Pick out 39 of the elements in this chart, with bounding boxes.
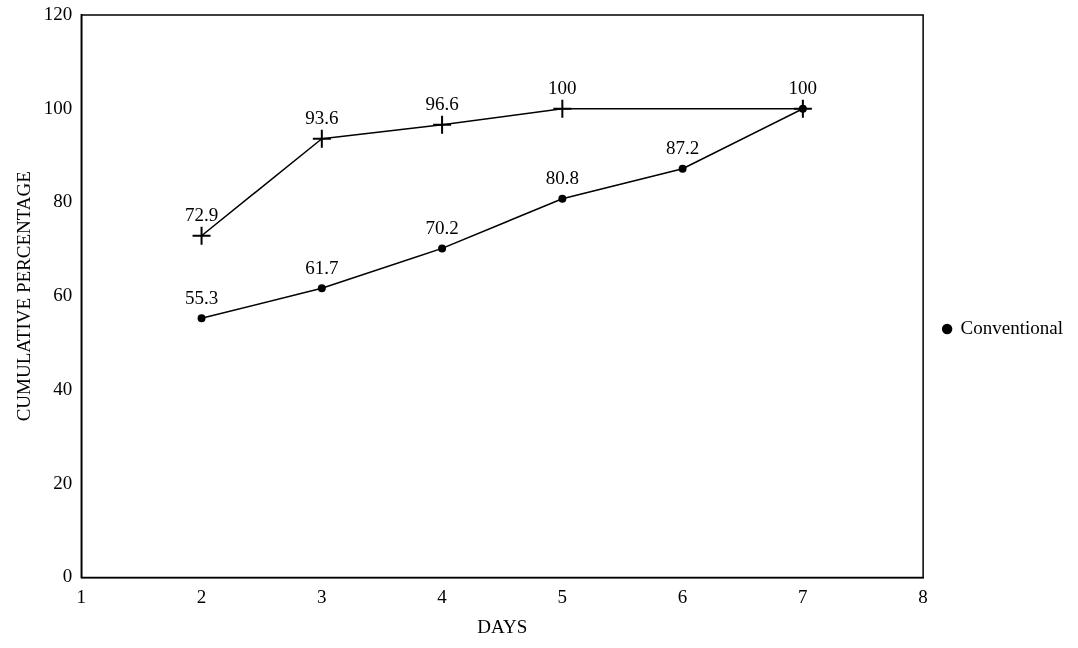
y-tick-label: 60 [53, 284, 73, 306]
y-tick-label: 40 [53, 377, 73, 399]
y-axis-title: CUMULATIVE PERCENTAGE [13, 171, 35, 422]
data-label: 55.3 [184, 286, 219, 308]
point [191, 225, 212, 246]
point [792, 98, 813, 119]
x-tick-label: 2 [196, 585, 207, 607]
data-label: 100 [548, 77, 577, 99]
x-tick-label: 8 [918, 585, 928, 607]
x-tick-label: 3 [317, 585, 327, 607]
data-label: 70.2 [425, 216, 459, 238]
point [678, 164, 687, 173]
data-label: 61.7 [305, 256, 339, 278]
x-tick-label: 5 [557, 585, 568, 607]
y-tick-label: 80 [53, 190, 73, 212]
y-tick-label: 20 [53, 471, 73, 493]
x-tick-label: 7 [798, 585, 808, 607]
data-label: 80.8 [545, 167, 579, 189]
data-label: 100 [788, 77, 818, 99]
point [558, 194, 567, 203]
data-label: 96.6 [425, 93, 459, 115]
data-label: 87.2 [665, 137, 700, 159]
point [432, 114, 453, 135]
point [317, 284, 326, 293]
x-tick-label: 1 [76, 585, 87, 607]
x-tick-label: 4 [437, 585, 448, 607]
x-axis-title: DAYS [477, 615, 528, 637]
legend-label: Conventional [960, 316, 1064, 338]
y-tick-label: 100 [43, 96, 73, 118]
data-label: 72.9 [184, 204, 219, 226]
point [552, 98, 573, 119]
point [311, 128, 332, 149]
point [438, 244, 447, 253]
x-tick-label: 6 [677, 585, 688, 607]
y-tick-label: 120 [43, 2, 73, 24]
point [798, 104, 807, 113]
point [197, 314, 206, 323]
y-tick-label: 0 [62, 565, 73, 587]
data-label: 93.6 [305, 107, 339, 129]
